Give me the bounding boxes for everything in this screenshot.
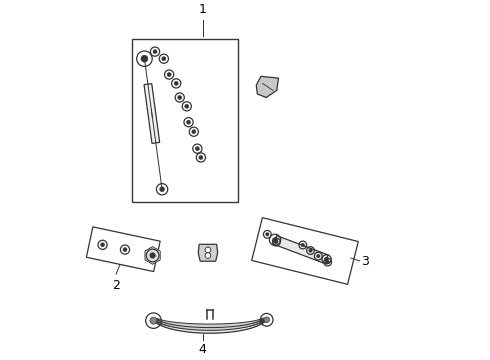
Circle shape (100, 243, 105, 247)
Circle shape (192, 130, 196, 134)
Circle shape (178, 95, 182, 100)
Polygon shape (145, 247, 160, 264)
Circle shape (301, 243, 305, 247)
Text: 4: 4 (199, 343, 207, 356)
Circle shape (317, 255, 320, 258)
Circle shape (205, 247, 211, 253)
Circle shape (264, 317, 270, 323)
Circle shape (141, 55, 148, 62)
Circle shape (187, 120, 191, 124)
Circle shape (150, 253, 155, 258)
Polygon shape (256, 76, 278, 98)
Circle shape (167, 72, 171, 77)
Circle shape (150, 317, 157, 324)
Circle shape (185, 104, 189, 108)
Polygon shape (252, 218, 358, 284)
Bar (273, 235, 328, 264)
Circle shape (266, 233, 269, 236)
Circle shape (272, 237, 277, 242)
Polygon shape (198, 244, 218, 261)
Text: 2: 2 (112, 279, 120, 292)
Circle shape (153, 50, 157, 54)
Polygon shape (155, 319, 265, 330)
Bar (132, 39, 238, 202)
Polygon shape (86, 227, 160, 271)
Circle shape (324, 257, 329, 261)
Circle shape (162, 57, 166, 61)
Circle shape (160, 187, 165, 192)
Circle shape (199, 156, 203, 159)
Circle shape (196, 147, 199, 151)
Bar (144, 84, 160, 143)
Circle shape (326, 260, 329, 264)
Polygon shape (153, 319, 267, 333)
Text: 1: 1 (199, 3, 207, 16)
Text: 3: 3 (362, 255, 369, 268)
Circle shape (205, 253, 211, 258)
Circle shape (123, 248, 127, 252)
Circle shape (174, 81, 178, 85)
Circle shape (274, 240, 278, 244)
Circle shape (309, 249, 312, 252)
Polygon shape (157, 318, 263, 328)
